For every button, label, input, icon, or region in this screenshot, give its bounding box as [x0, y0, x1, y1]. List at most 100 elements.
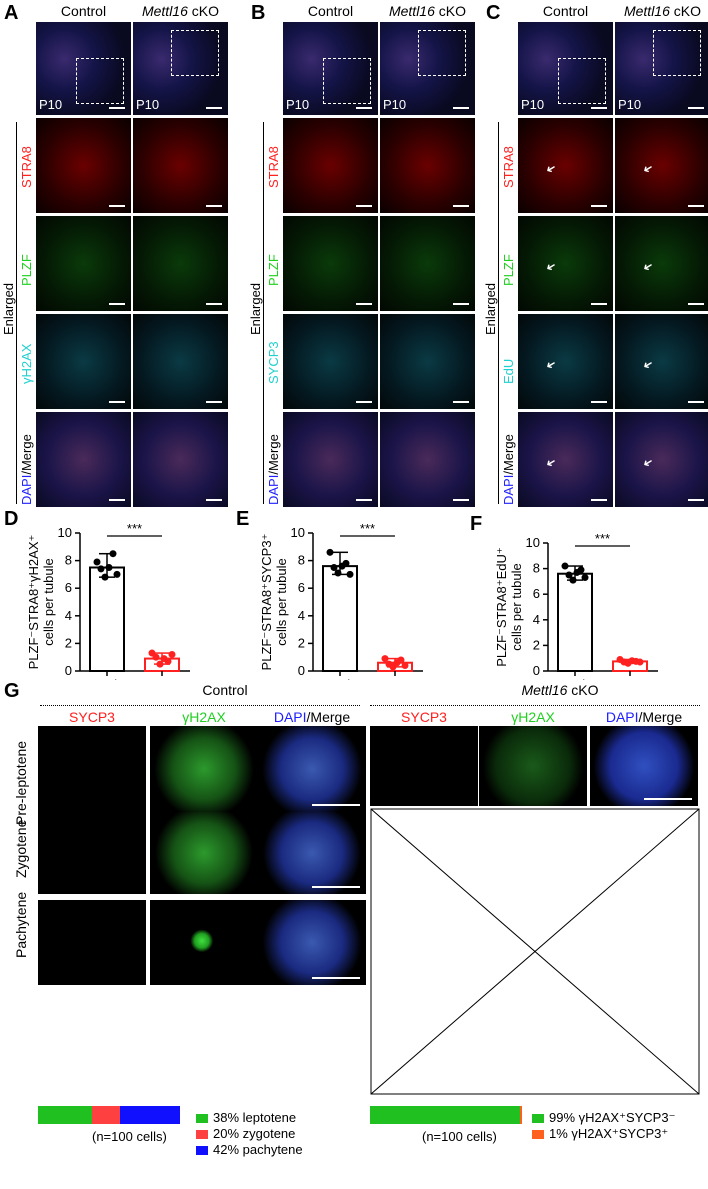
micrograph-A-r2-ctrl — [36, 216, 131, 311]
g-image-cko-c0 — [370, 726, 478, 806]
data-point — [334, 569, 342, 577]
g-image-ctrl-r2-c1 — [150, 900, 258, 985]
bar-Ctrl — [322, 565, 358, 672]
panel-letter-A: A — [4, 2, 19, 24]
scale-bar — [688, 303, 704, 305]
arrow-icon: ➜ — [543, 258, 559, 276]
y-tick-label: 2 — [65, 635, 72, 650]
y-tick-label: 10 — [291, 525, 305, 540]
g-image-ctrl-r0-c0 — [38, 726, 146, 812]
data-point — [97, 565, 105, 573]
micrograph-B-r3-ctrl — [283, 314, 378, 409]
x-tick-label: cKO — [382, 677, 407, 680]
legend-item: 42% pachytene — [196, 1142, 303, 1158]
enlarged-label-B: Enlarged — [248, 282, 263, 335]
data-point — [346, 570, 354, 578]
control-stage-bar — [38, 1106, 180, 1124]
control-stage-legend: 38% leptotene 20% zygotene 42% pachytene — [196, 1110, 303, 1158]
header-cko-A: Mettl16 cKO — [141, 3, 220, 19]
bar-segment — [38, 1106, 92, 1124]
y-tick-label: 10 — [58, 525, 72, 540]
g-row-label: Zygotene — [13, 819, 29, 878]
y-tick-label: 2 — [298, 635, 305, 650]
scale-bar — [688, 401, 704, 403]
data-point — [569, 576, 577, 584]
micrograph-B-r2-ctrl — [283, 216, 378, 311]
data-point — [101, 573, 109, 581]
roi-box — [418, 30, 466, 76]
data-point — [168, 650, 176, 658]
y-tick-label: 8 — [533, 561, 540, 576]
micrograph-C-r3-ctrl: ➜ — [518, 314, 613, 409]
header-control-C: Control — [542, 3, 589, 19]
scale-bar — [644, 798, 692, 800]
roi-box — [653, 30, 701, 76]
bar-segment — [120, 1106, 180, 1124]
scale-bar — [453, 205, 469, 207]
scale-bar — [688, 205, 704, 207]
panel-letter-E: E — [236, 508, 250, 530]
empty-crossed-box — [370, 808, 700, 1095]
scale-bar — [591, 107, 607, 109]
enlarged-bracket-A — [16, 122, 17, 504]
micrograph-A-r1-ctrl — [36, 118, 131, 213]
micrograph-C-r4-cko: ➜ — [615, 412, 708, 507]
panel-letter-G: G — [4, 680, 20, 702]
legend-swatch — [196, 1113, 208, 1123]
micrograph-C-r0-ctrl: P10 — [518, 22, 613, 115]
legend-label: 42% pachytene — [213, 1142, 303, 1157]
panel-letter-F: F — [470, 513, 483, 535]
y-tick-label: 6 — [533, 586, 540, 601]
scale-bar — [688, 107, 704, 109]
legend-item: 1% γH2AX⁺SYCP3⁺ — [532, 1126, 675, 1142]
stain-label-C-2: EdU — [501, 358, 516, 384]
y-tick-label: 0 — [533, 663, 540, 678]
age-label: P10 — [383, 97, 407, 112]
scale-bar — [591, 499, 607, 501]
y-axis-label-line2: cells per tubule — [41, 558, 56, 645]
g-col-header: DAPI/Merge — [605, 709, 683, 725]
control-n-label: (n=100 cells) — [92, 1129, 167, 1144]
data-point — [636, 658, 644, 666]
data-point — [397, 656, 405, 664]
y-tick-label: 6 — [65, 580, 72, 595]
scale-bar — [356, 401, 372, 403]
scale-bar — [591, 205, 607, 207]
data-point — [330, 564, 338, 571]
y-tick-label: 4 — [298, 608, 305, 623]
micrograph-C-r1-ctrl: ➜ — [518, 118, 613, 213]
g-control-title: Control — [202, 682, 248, 698]
merge-label-B: DAPI/Merge — [266, 434, 281, 505]
x-tick-label: Ctrl — [330, 677, 350, 680]
data-point — [326, 548, 334, 556]
legend-swatch — [532, 1113, 544, 1123]
cko-n-label: (n=100 cells) — [422, 1129, 497, 1144]
bar-charts: 0246810CtrlcKO***PLZF⁻STRA8⁺γH2AX⁺cells … — [26, 521, 658, 680]
scale-bar — [312, 977, 360, 979]
y-axis-label-line1: PLZF⁻STRA8⁺EdU⁺ — [494, 547, 509, 667]
data-point — [561, 562, 569, 570]
data-point — [93, 558, 101, 566]
micrograph-C-r1-cko: ➜ — [615, 118, 708, 213]
panel-letter-B: B — [251, 2, 266, 24]
scale-bar — [206, 499, 222, 501]
scale-bar — [453, 303, 469, 305]
stain-label-C-0: STRA8 — [501, 145, 516, 188]
micrograph-C-r2-cko: ➜ — [615, 216, 708, 311]
g-control-line — [40, 705, 360, 707]
scale-bar — [356, 205, 372, 207]
legend-swatch — [196, 1129, 208, 1139]
micrograph-A-r4-cko — [133, 412, 228, 507]
scale-bar — [109, 499, 125, 501]
y-axis-label-line2: cells per tubule — [509, 563, 524, 650]
y-tick-label: 0 — [298, 663, 305, 678]
g-image-ctrl-r0-c1 — [150, 726, 258, 812]
data-point — [342, 559, 350, 567]
scale-bar — [453, 499, 469, 501]
scale-bar — [591, 303, 607, 305]
enlarged-bracket-B — [263, 122, 264, 504]
y-tick-label: 10 — [526, 535, 540, 550]
g-image-ctrl-r2-c0 — [38, 900, 146, 985]
stain-label-B-2: SYCP3 — [266, 340, 281, 384]
micrograph-B-r0-ctrl: P10 — [283, 22, 378, 115]
